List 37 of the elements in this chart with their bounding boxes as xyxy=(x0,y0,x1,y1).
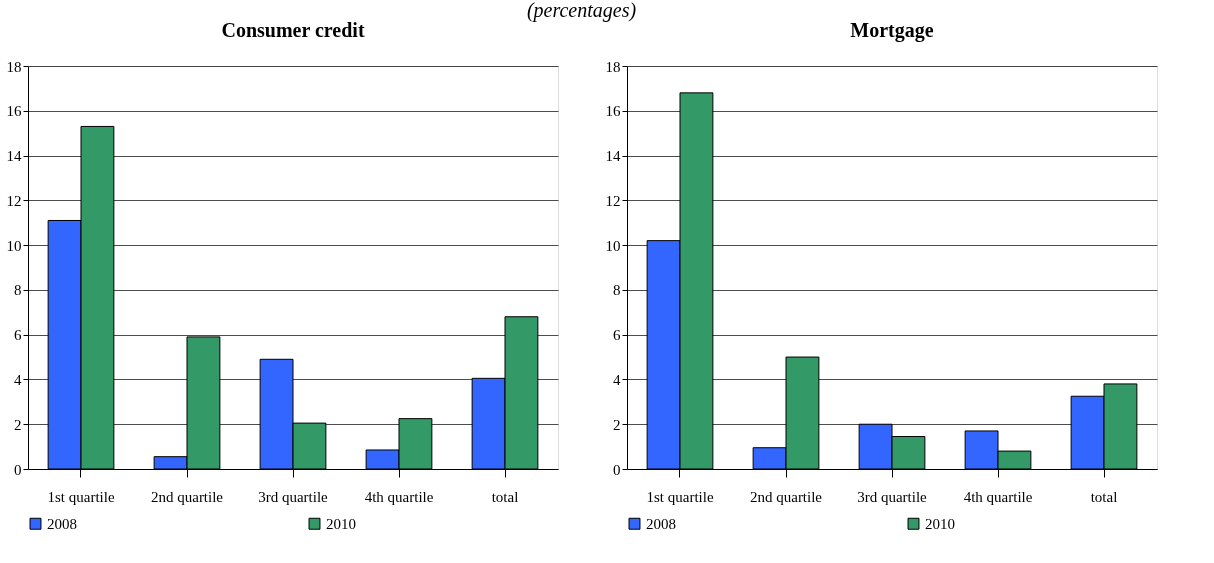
y-tick-label: 6 xyxy=(14,327,22,344)
y-tick-label: 0 xyxy=(14,461,22,478)
y-tick-label: 4 xyxy=(613,371,621,388)
y-tick-label: 2 xyxy=(613,416,621,433)
y-tick-label: 12 xyxy=(6,192,22,209)
y-tick-label: 14 xyxy=(6,148,22,165)
y-tick-label: 16 xyxy=(6,103,22,120)
y-tick-label: 18 xyxy=(605,58,621,75)
x-tick-label: 4th quartile xyxy=(963,488,1033,505)
legend-label: 2008 xyxy=(646,515,676,532)
y-tick-label: 4 xyxy=(14,371,22,388)
y-tick-label: 0 xyxy=(613,461,621,478)
y-tick-label: 6 xyxy=(613,327,621,344)
x-tick-label: 1st quartile xyxy=(47,488,115,505)
legend-label: 2010 xyxy=(326,515,356,532)
x-tick-label: total xyxy=(491,488,519,505)
y-tick-label: 14 xyxy=(605,148,621,165)
y-tick-label: 8 xyxy=(14,282,22,299)
x-tick-label: 4th quartile xyxy=(364,488,434,505)
x-tick-label: 3rd quartile xyxy=(258,488,329,505)
y-tick-label: 10 xyxy=(6,237,22,254)
y-tick-label: 18 xyxy=(6,58,22,75)
y-tick-label: 2 xyxy=(14,416,22,433)
y-tick-label: 16 xyxy=(605,103,621,120)
x-tick-label: 1st quartile xyxy=(646,488,714,505)
chart-title: Mortgage xyxy=(850,19,934,42)
x-tick-label: 3rd quartile xyxy=(857,488,928,505)
y-tick-label: 12 xyxy=(605,192,621,209)
chart-title: Consumer credit xyxy=(221,19,365,41)
y-tick-label: 10 xyxy=(605,237,621,254)
x-tick-label: 2nd quartile xyxy=(150,488,224,505)
legend-label: 2008 xyxy=(47,515,77,532)
chart-subtitle: (percentages) xyxy=(526,0,637,22)
y-tick-label: 8 xyxy=(613,282,621,299)
x-tick-label: 2nd quartile xyxy=(749,488,823,505)
x-tick-label: total xyxy=(1090,488,1118,505)
legend-label: 2010 xyxy=(925,515,955,532)
